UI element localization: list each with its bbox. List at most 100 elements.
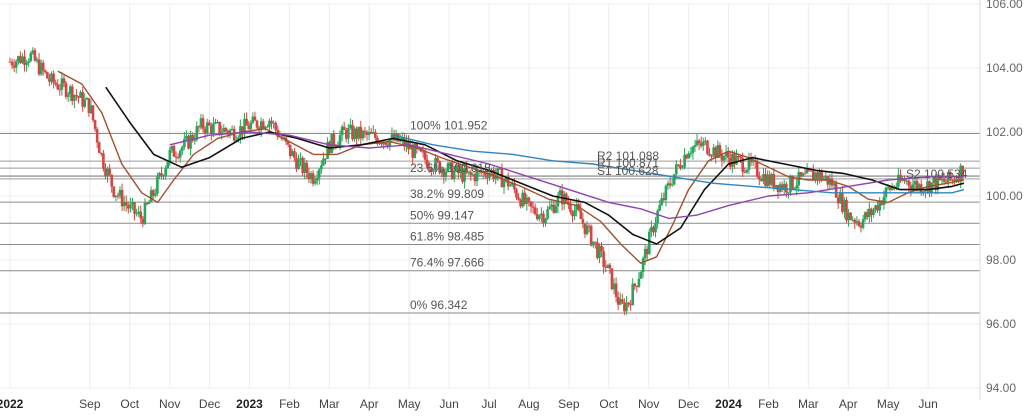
candle-body <box>54 82 57 85</box>
candle-body <box>612 283 616 290</box>
candle-body <box>596 242 599 259</box>
candle-body <box>79 92 82 98</box>
x-tick-label: 2024 <box>715 397 742 411</box>
candle-body <box>616 297 620 305</box>
candle-body <box>718 145 722 155</box>
candle-body <box>670 184 674 186</box>
candle-body <box>87 98 91 113</box>
candle-body <box>467 172 471 174</box>
candle-body <box>29 53 33 62</box>
candle-body <box>917 184 921 190</box>
candle-body <box>43 70 47 73</box>
candle-body <box>737 155 740 157</box>
candle-body <box>151 190 155 196</box>
y-tick-label: 98.00 <box>986 253 1016 267</box>
candle-body <box>789 175 792 193</box>
candle-body <box>888 187 892 190</box>
candle-body <box>52 73 55 83</box>
candle-body <box>189 134 192 149</box>
candle-body <box>706 140 709 154</box>
candle-body <box>471 174 475 176</box>
x-tick-label: Feb <box>758 397 779 411</box>
candle-body <box>237 137 240 140</box>
candle-body <box>849 212 852 220</box>
candle-body <box>552 204 556 213</box>
candle-body <box>41 62 45 71</box>
candle-body <box>411 145 414 158</box>
candle-body <box>286 141 290 145</box>
candle-body <box>349 124 352 129</box>
candle-body <box>504 176 508 181</box>
candle-body <box>409 145 412 150</box>
moving-average-layer <box>57 70 965 264</box>
candle-body <box>731 153 734 167</box>
candle-body <box>324 158 327 160</box>
moving-average-line <box>57 70 965 264</box>
candle-body <box>295 157 298 170</box>
candle-body <box>62 78 66 84</box>
candle-body <box>932 178 935 183</box>
candle-body <box>621 299 624 303</box>
candle-body <box>782 183 786 190</box>
candle-body <box>589 226 593 246</box>
candle-body <box>872 210 875 216</box>
candle-body <box>679 164 682 169</box>
candle-body <box>625 302 628 312</box>
y-tick-label: 106.00 <box>986 0 1023 11</box>
candle-body <box>890 186 894 190</box>
fibonacci-label: 100% 101.952 <box>410 119 488 133</box>
candle-body <box>903 179 906 182</box>
candle-body <box>270 120 273 124</box>
candle-body <box>259 121 263 131</box>
candle-body <box>199 118 203 128</box>
candle-body <box>637 278 641 287</box>
axis-layer: 106.00 104.00 102.00 100.00 98.00 96.00 94.00 2… <box>0 0 1023 411</box>
candle-body <box>930 182 933 193</box>
candle-body <box>127 205 130 209</box>
candle-body <box>535 213 539 220</box>
candle-body <box>652 226 655 233</box>
x-tick-label: Dec <box>199 397 220 411</box>
candle-body <box>382 141 385 145</box>
candle-body <box>91 105 95 121</box>
x-tick-label: Jun <box>918 397 937 411</box>
candle-body <box>60 78 64 90</box>
candle-body <box>83 99 87 107</box>
candle-body <box>546 209 549 219</box>
candle-body <box>760 179 763 182</box>
candle-body <box>672 174 676 185</box>
candle-body <box>461 169 464 182</box>
candle-body <box>722 156 726 161</box>
x-tick-label: Mar <box>798 397 819 411</box>
candle-body <box>635 285 639 287</box>
candle-body <box>106 168 109 177</box>
candle-body <box>129 204 132 209</box>
candle-body <box>724 151 728 157</box>
candle-body <box>205 122 209 133</box>
candle-body <box>641 258 645 273</box>
candle-body <box>807 169 811 171</box>
candle-body <box>197 126 201 128</box>
candle-body <box>363 130 367 133</box>
candle-body <box>170 146 174 151</box>
candle-body <box>27 61 30 63</box>
candle-body <box>396 133 400 142</box>
candle-body <box>739 156 742 159</box>
candle-body <box>537 215 541 220</box>
candle-body <box>913 180 917 185</box>
candle-body <box>851 219 855 221</box>
candle-body <box>809 170 813 172</box>
candle-body <box>68 86 72 95</box>
candle-body <box>33 50 37 61</box>
candle-body <box>915 180 919 190</box>
candle-body <box>444 171 448 178</box>
candle-body <box>648 231 651 255</box>
x-tick-label: Feb <box>279 397 300 411</box>
x-tick-label: Mar <box>319 397 340 411</box>
candle-body <box>70 86 74 101</box>
candle-body <box>365 132 369 136</box>
candle-body <box>594 241 597 243</box>
candle-body <box>274 122 277 130</box>
candle-body <box>953 179 956 182</box>
x-tick-label: Dec <box>678 397 699 411</box>
